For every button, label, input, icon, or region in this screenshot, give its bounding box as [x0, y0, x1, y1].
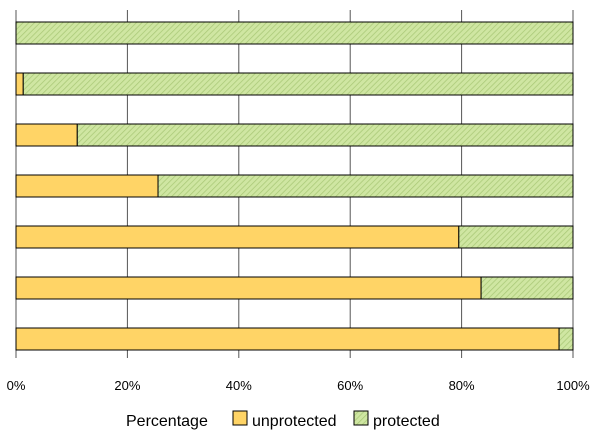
- x-tick-label: 0%: [7, 378, 26, 393]
- legend: Percentage unprotected protected: [126, 410, 440, 430]
- bar-segment-protected: [15, 21, 574, 45]
- bar-segment-unprotected: [15, 123, 78, 147]
- legend-swatch-protected: [353, 410, 369, 426]
- bar-segment-protected: [22, 72, 574, 96]
- bar-segment-unprotected: [15, 327, 560, 351]
- bar-segment-protected: [458, 225, 574, 249]
- bars: [15, 21, 574, 351]
- bar-segment-protected: [76, 123, 574, 147]
- x-tick-label: 80%: [449, 378, 475, 393]
- bar-segment-unprotected: [15, 276, 482, 300]
- x-axis-ticks: 0% 20% 40% 60% 80% 100%: [7, 378, 590, 393]
- bar-segment-unprotected: [15, 225, 460, 249]
- bar-segment-unprotected: [15, 72, 24, 96]
- bar-segment-protected: [480, 276, 574, 300]
- bar-segment-protected: [157, 174, 574, 198]
- legend-title: Percentage: [126, 413, 208, 430]
- bar-segment-protected: [558, 327, 574, 351]
- legend-label-protected: protected: [373, 413, 440, 430]
- x-tick-label: 40%: [226, 378, 252, 393]
- bar-segment-unprotected: [15, 174, 159, 198]
- legend-label-unprotected: unprotected: [252, 413, 337, 430]
- x-tick-label: 60%: [337, 378, 363, 393]
- x-tick-label: 20%: [114, 378, 140, 393]
- x-tick-label: 100%: [556, 378, 590, 393]
- legend-swatch-unprotected: [232, 410, 248, 426]
